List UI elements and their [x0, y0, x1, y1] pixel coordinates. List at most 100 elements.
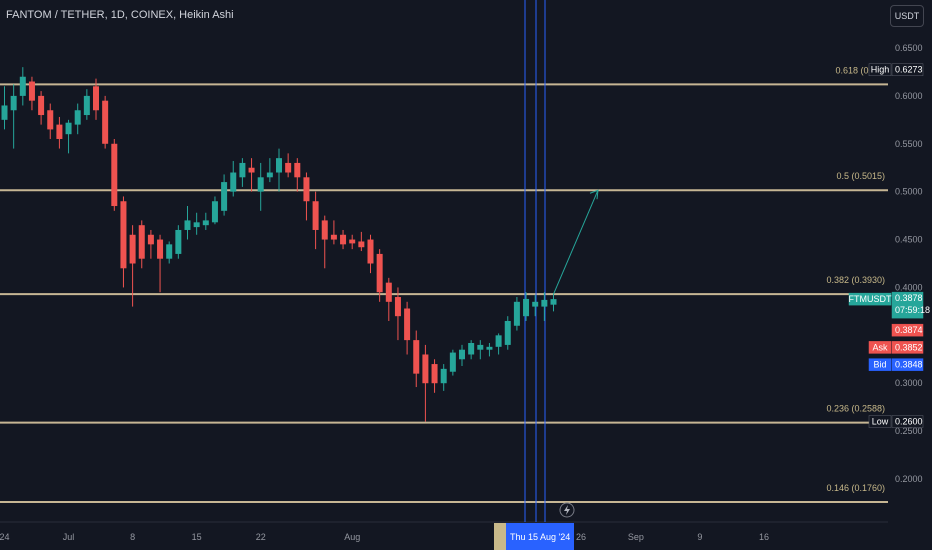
candle-body[interactable]	[257, 177, 264, 192]
candle-body[interactable]	[211, 201, 218, 223]
candle-body[interactable]	[321, 220, 328, 240]
price-tag-box	[891, 291, 924, 319]
currency-button[interactable]: USDT	[890, 5, 924, 27]
candle-body[interactable]	[93, 86, 99, 111]
price-tag-box	[891, 323, 924, 337]
candle-body[interactable]	[504, 320, 511, 345]
candle-body[interactable]	[349, 239, 356, 244]
candle-body[interactable]	[120, 201, 127, 269]
candle-body[interactable]	[202, 220, 209, 226]
candle-body[interactable]	[312, 201, 319, 230]
candle-body[interactable]	[394, 297, 401, 317]
price-tag-label: Ask	[872, 342, 888, 352]
candle-body[interactable]	[404, 308, 411, 341]
candle-body[interactable]	[303, 177, 310, 202]
candle-body[interactable]	[285, 162, 292, 173]
candle-body[interactable]	[193, 222, 200, 228]
y-tick-label: 0.6500	[895, 43, 923, 53]
price-tag-label: Bid	[873, 360, 886, 370]
fib-level-label: 0.5 (0.5015)	[836, 171, 885, 181]
y-tick-label: 0.5500	[895, 139, 923, 149]
x-tick-label: 8	[130, 532, 135, 542]
candle-body[interactable]	[221, 182, 228, 211]
candle-body[interactable]	[157, 239, 164, 259]
candle-body[interactable]	[449, 352, 456, 372]
candle-body[interactable]	[10, 95, 17, 111]
candle-body[interactable]	[65, 122, 72, 135]
y-tick-label: 0.4500	[895, 235, 923, 245]
candle-body[interactable]	[239, 162, 246, 178]
candle-body[interactable]	[175, 229, 182, 254]
candle-body[interactable]	[413, 340, 420, 374]
candle-body[interactable]	[459, 349, 465, 360]
candle-body[interactable]	[129, 234, 136, 264]
price-tag-label-box	[868, 415, 892, 428]
price-tag-label-box	[868, 341, 892, 354]
price-tag-box	[891, 358, 924, 371]
candle-body[interactable]	[138, 225, 145, 259]
fib-level-label: 0.382 (0.3930)	[826, 275, 885, 285]
candle-body[interactable]	[230, 172, 237, 192]
candle-body[interactable]	[422, 354, 429, 384]
candle-body[interactable]	[1, 105, 8, 120]
chart-title: FANTOM / TETHER, 1D, COINEX, Heikin Ashi	[6, 9, 234, 21]
candle-body[interactable]	[147, 234, 154, 245]
candle-body[interactable]	[102, 100, 109, 144]
candle-body[interactable]	[340, 234, 347, 245]
candle-body[interactable]	[248, 167, 255, 173]
price-tag-box	[891, 341, 924, 354]
candle-body[interactable]	[330, 234, 337, 240]
cursor-range-start	[494, 523, 506, 550]
candle-body[interactable]	[523, 298, 530, 317]
candle-body[interactable]	[266, 172, 273, 178]
x-tick-label: Aug	[344, 532, 360, 542]
candle-body[interactable]	[550, 299, 557, 305]
candle-body[interactable]	[376, 253, 383, 293]
fib-level-label: 0.618 (0.6…	[835, 65, 885, 75]
x-tick-label: 15	[192, 532, 202, 542]
y-tick-label: 0.3000	[895, 378, 923, 388]
cursor-date-box	[506, 523, 574, 550]
y-tick-label: 0.2500	[895, 426, 923, 436]
candle-body[interactable]	[28, 81, 35, 101]
price-tag-value: 0.3852	[895, 342, 923, 352]
candle-body[interactable]	[495, 335, 502, 347]
candle-body[interactable]	[468, 342, 475, 355]
candle-body[interactable]	[440, 368, 447, 384]
price-tag-value: 0.3878	[895, 293, 923, 303]
candle-body[interactable]	[532, 301, 539, 307]
candle-body[interactable]	[83, 95, 90, 116]
candle-body[interactable]	[184, 220, 191, 230]
price-tag-countdown: 07:59:18	[895, 305, 930, 315]
candle-body[interactable]	[358, 241, 365, 248]
price-tag-label: High	[871, 65, 890, 75]
price-tag-label: Low	[872, 417, 889, 427]
candle-body[interactable]	[541, 299, 548, 307]
candle-body[interactable]	[74, 110, 81, 125]
candle-body[interactable]	[47, 110, 54, 130]
y-tick-label: 0.2000	[895, 474, 923, 484]
candle-body[interactable]	[486, 346, 493, 350]
candle-body[interactable]	[38, 95, 45, 116]
candle-body[interactable]	[166, 244, 173, 259]
y-tick-label: 0.5000	[895, 187, 923, 197]
candle-body[interactable]	[385, 282, 392, 302]
price-tag-value: 0.6273	[895, 65, 923, 75]
candle-body[interactable]	[276, 158, 282, 173]
x-tick-label: Jul	[63, 532, 75, 542]
candle-body[interactable]	[513, 301, 520, 326]
candle-body[interactable]	[111, 143, 118, 207]
candle-body[interactable]	[294, 162, 301, 178]
lightning-icon[interactable]	[559, 502, 575, 518]
projection-arrow-line[interactable]	[553, 190, 599, 295]
price-tag-value: 0.2600	[895, 417, 923, 427]
x-tick-label: 16	[759, 532, 769, 542]
candle-body[interactable]	[431, 364, 438, 384]
fib-level-label: 0.146 (0.1760)	[826, 483, 885, 493]
candle-body[interactable]	[19, 76, 26, 96]
candle-body[interactable]	[367, 239, 374, 264]
candle-body[interactable]	[477, 344, 484, 350]
x-tick-label: 24	[0, 532, 10, 542]
candle-body[interactable]	[56, 124, 63, 139]
